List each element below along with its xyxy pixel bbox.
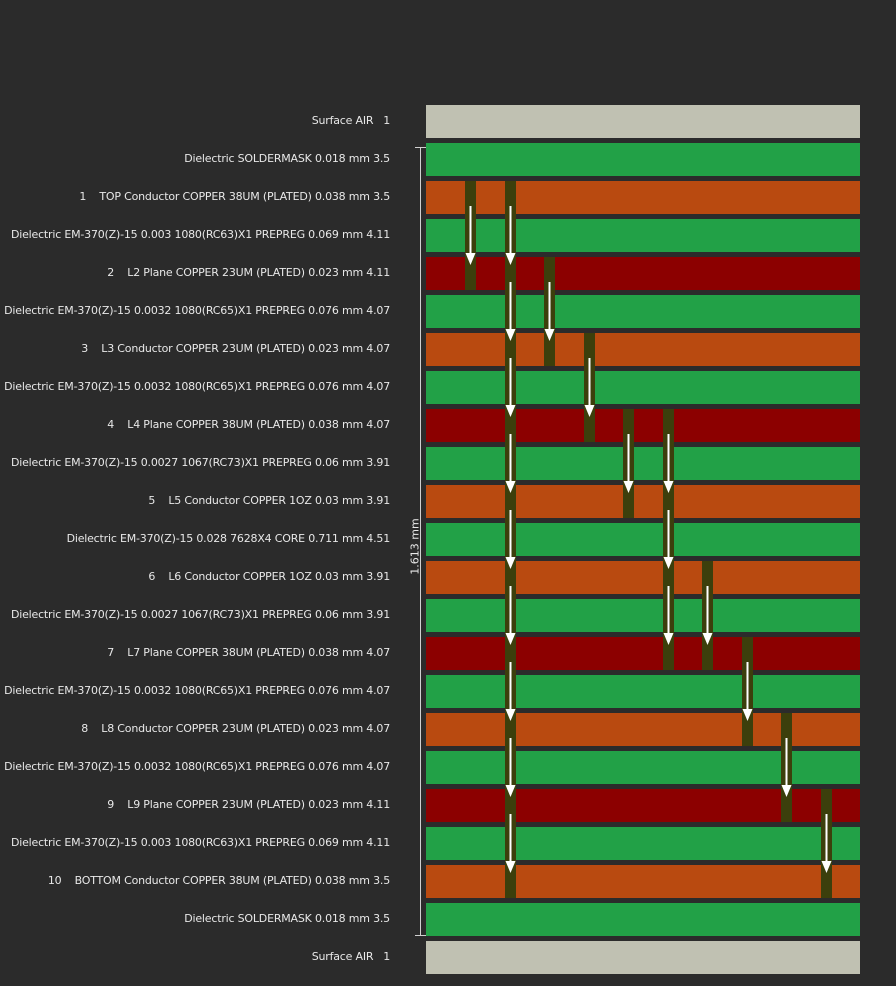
- via-9-10-barrel[interactable]: [821, 789, 832, 898]
- via-6-7-barrel[interactable]: [702, 561, 713, 670]
- via-3-4-barrel[interactable]: [584, 333, 595, 442]
- layer-label: 2 L2 Plane COPPER 23UM (PLATED) 0.023 mm…: [107, 266, 390, 279]
- layer-label: 3 L3 Conductor COPPER 23UM (PLATED) 0.02…: [81, 342, 390, 355]
- conductor-layer-bar[interactable]: [426, 865, 860, 898]
- dielectric-layer-bar[interactable]: [426, 903, 860, 936]
- dielectric-layer-bar[interactable]: [426, 675, 860, 708]
- layer-label: Dielectric EM-370(Z)-15 0.0032 1080(RC65…: [4, 684, 390, 697]
- surface-layer-bar[interactable]: [426, 105, 860, 138]
- layer-label: 4 L4 Plane COPPER 38UM (PLATED) 0.038 mm…: [107, 418, 390, 431]
- layer-label: Dielectric EM-370(Z)-15 0.028 7628X4 COR…: [66, 532, 391, 545]
- conductor-layer-bar[interactable]: [426, 713, 860, 746]
- layer-label: Dielectric EM-370(Z)-15 0.0032 1080(RC65…: [4, 380, 390, 393]
- layer-label: 5 L5 Conductor COPPER 1OZ 0.03 mm 3.91: [148, 494, 390, 507]
- via-7-8-barrel[interactable]: [742, 637, 753, 746]
- conductor-layer-bar[interactable]: [426, 181, 860, 214]
- conductor-layer-bar[interactable]: [426, 561, 860, 594]
- layer-label: Dielectric EM-370(Z)-15 0.0027 1067(RC73…: [10, 456, 390, 469]
- dielectric-layer-bar[interactable]: [426, 827, 860, 860]
- dielectric-layer-bar[interactable]: [426, 447, 860, 480]
- via-1-2-barrel[interactable]: [465, 181, 476, 290]
- layer-label: Dielectric EM-370(Z)-15 0.0032 1080(RC65…: [4, 304, 390, 317]
- layer-label: Dielectric EM-370(Z)-15 0.003 1080(RC63)…: [10, 228, 390, 241]
- layer-label: Dielectric EM-370(Z)-15 0.003 1080(RC63)…: [10, 836, 390, 849]
- total-thickness-label: 1.613 mm: [408, 518, 422, 575]
- layer-label: 9 L9 Plane COPPER 23UM (PLATED) 0.023 mm…: [107, 798, 390, 811]
- via-1-10-barrel[interactable]: [505, 181, 516, 898]
- layer-label: Dielectric SOLDERMASK 0.018 mm 3.5: [184, 152, 390, 165]
- dielectric-layer-bar[interactable]: [426, 599, 860, 632]
- surface-layer-bar[interactable]: [426, 941, 860, 974]
- conductor-layer-bar[interactable]: [426, 333, 860, 366]
- conductor-layer-bar[interactable]: [426, 485, 860, 518]
- layer-label: Dielectric EM-370(Z)-15 0.0032 1080(RC65…: [4, 760, 390, 773]
- plane-layer-bar[interactable]: [426, 409, 860, 442]
- layer-label: Surface AIR 1: [311, 114, 391, 127]
- plane-layer-bar[interactable]: [426, 257, 860, 290]
- dimension-cap-bottom: [415, 935, 426, 936]
- layer-label: 8 L8 Conductor COPPER 23UM (PLATED) 0.02…: [81, 722, 390, 735]
- layer-label: 1 TOP Conductor COPPER 38UM (PLATED) 0.0…: [79, 190, 390, 203]
- layer-label: Surface AIR 1: [311, 950, 391, 963]
- dielectric-layer-bar[interactable]: [426, 143, 860, 176]
- layer-label: 10 BOTTOM Conductor COPPER 38UM (PLATED)…: [47, 874, 390, 887]
- dielectric-layer-bar[interactable]: [426, 371, 860, 404]
- plane-layer-bar[interactable]: [426, 637, 860, 670]
- dimension-cap-top: [415, 147, 426, 148]
- via-4-5-barrel[interactable]: [623, 409, 634, 518]
- dielectric-layer-bar[interactable]: [426, 219, 860, 252]
- via-4-7-barrel[interactable]: [663, 409, 674, 670]
- via-2-3-barrel[interactable]: [544, 257, 555, 366]
- layer-label: 7 L7 Plane COPPER 38UM (PLATED) 0.038 mm…: [107, 646, 390, 659]
- plane-layer-bar[interactable]: [426, 789, 860, 822]
- thickness-dimension-line: [420, 147, 421, 935]
- via-8-9-barrel[interactable]: [781, 713, 792, 822]
- dielectric-layer-bar[interactable]: [426, 295, 860, 328]
- dielectric-layer-bar[interactable]: [426, 751, 860, 784]
- layer-label: Dielectric EM-370(Z)-15 0.0027 1067(RC73…: [10, 608, 390, 621]
- layer-label: 6 L6 Conductor COPPER 1OZ 0.03 mm 3.91: [148, 570, 390, 583]
- layer-label: Dielectric SOLDERMASK 0.018 mm 3.5: [184, 912, 390, 925]
- dielectric-layer-bar[interactable]: [426, 523, 860, 556]
